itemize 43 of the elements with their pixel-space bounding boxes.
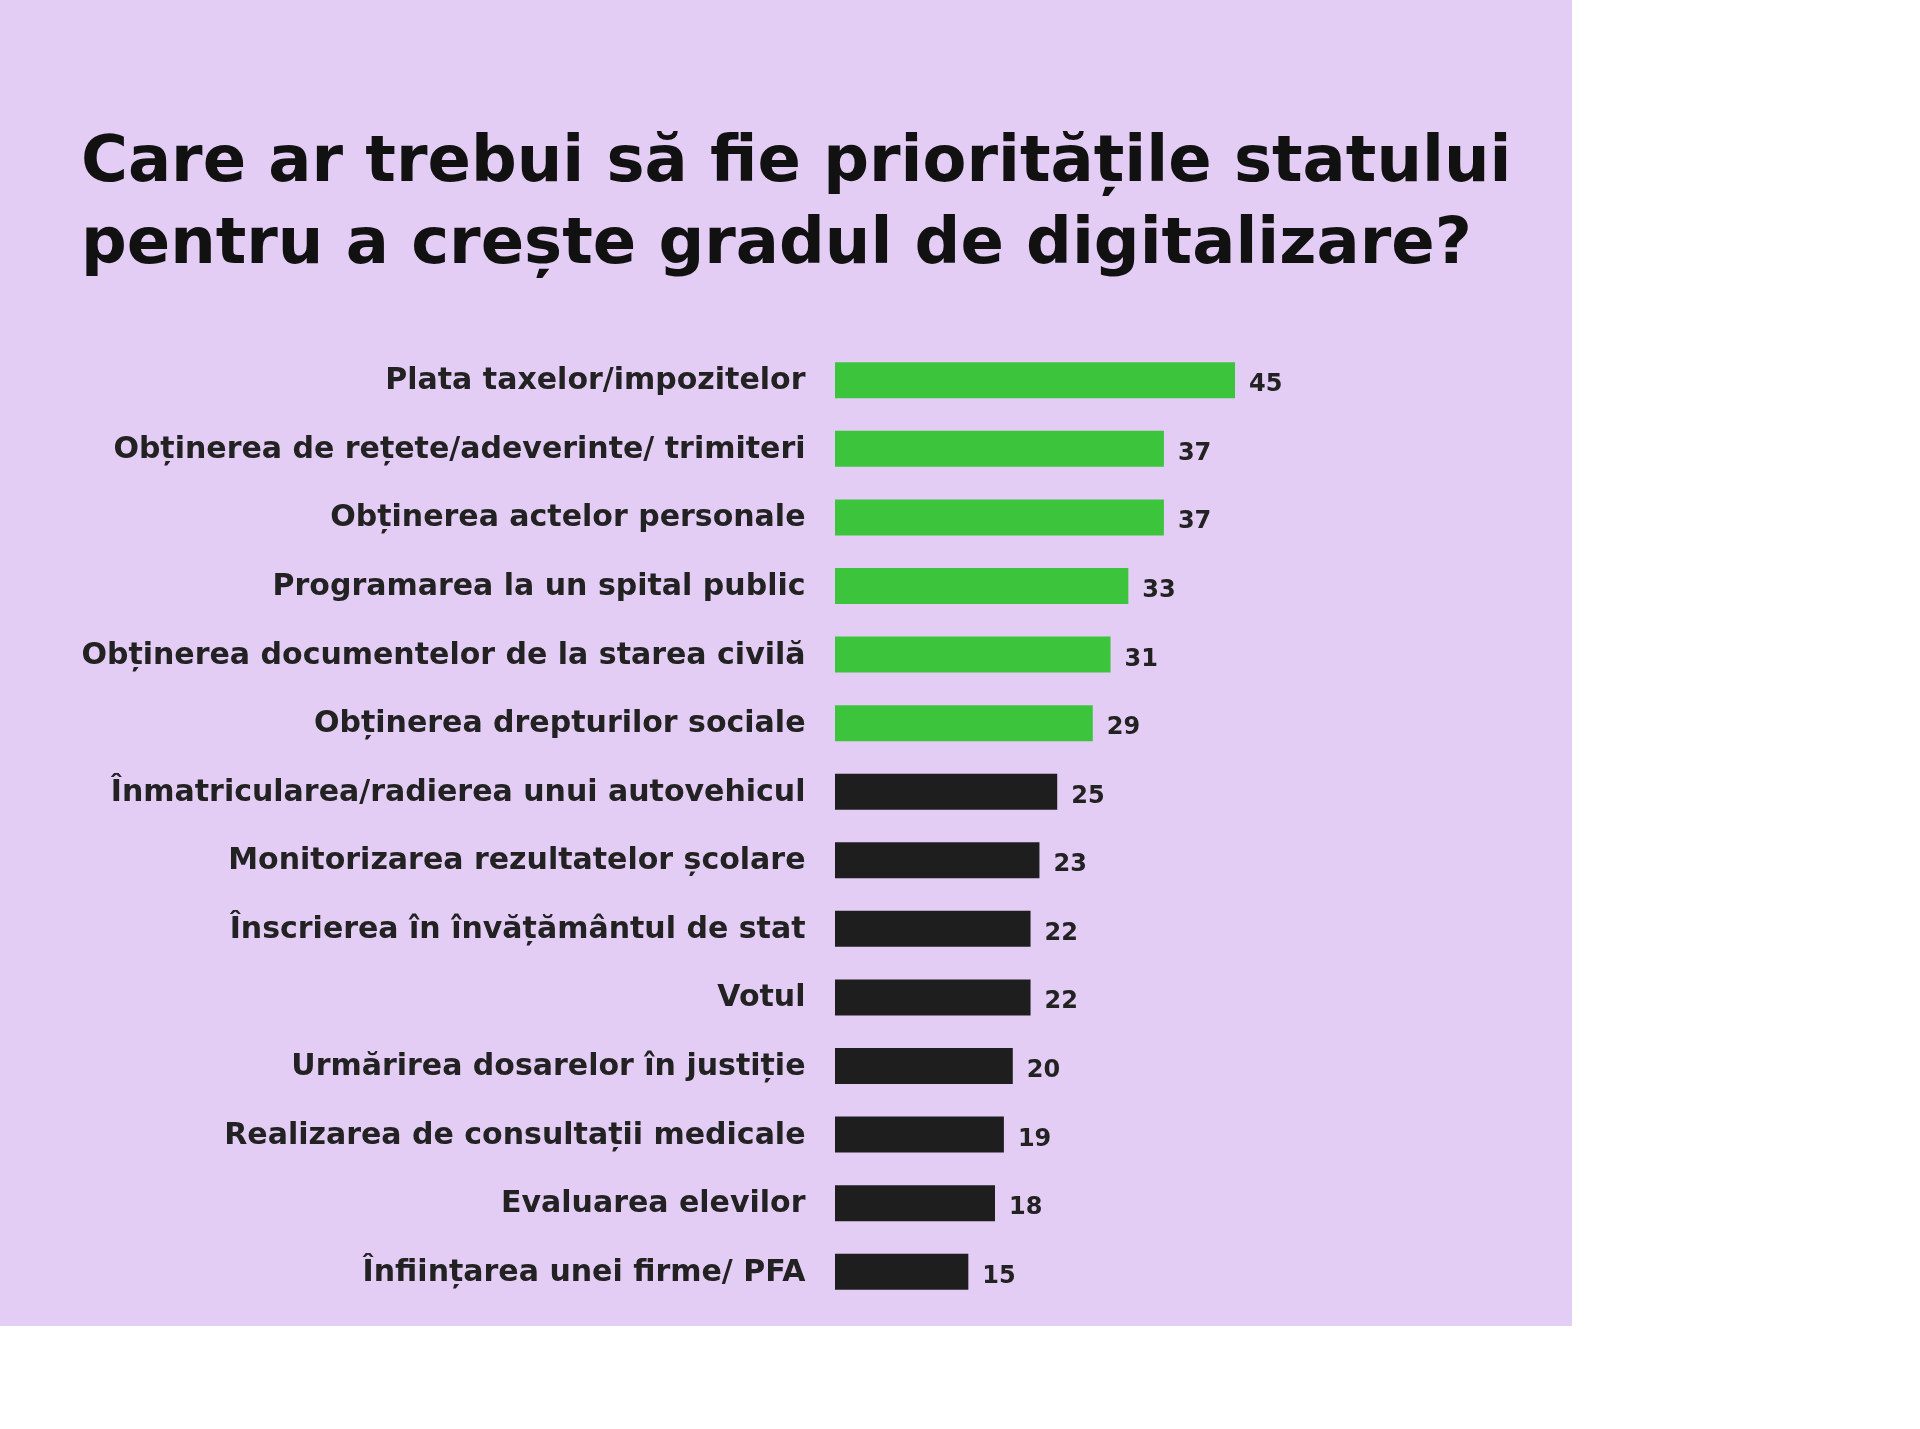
- bar: [835, 705, 1093, 742]
- bar: [835, 1253, 969, 1290]
- data-label: 45: [1249, 369, 1283, 398]
- y-tick-label: Votul: [717, 978, 806, 1014]
- y-tick-label: Obținerea documentelor de la starea civilă: [81, 635, 806, 672]
- bar: [835, 773, 1058, 810]
- data-label: 23: [1053, 849, 1087, 878]
- data-label: 22: [1044, 986, 1078, 1015]
- bar: [835, 1116, 1004, 1153]
- data-label: 37: [1177, 437, 1212, 466]
- bar: [835, 1048, 1013, 1084]
- y-tick-label: Înscrierea în învățământul de stat: [229, 909, 806, 946]
- y-tick-label: Realizarea de consultații medicale: [224, 1115, 806, 1152]
- y-tick-label: Înființarea unei firme/ PFA: [362, 1252, 807, 1289]
- bar: [835, 568, 1129, 604]
- data-label: 29: [1106, 712, 1141, 741]
- bar: [835, 430, 1164, 467]
- y-tick-label: Obținerea de rețete/adeverinte/ trimiteri: [113, 429, 806, 466]
- data-label: 25: [1071, 780, 1105, 809]
- data-label: 19: [1017, 1123, 1052, 1152]
- data-label: 31: [1124, 643, 1158, 672]
- y-tick-label: Înmatricularea/radierea unui autovehicul: [110, 772, 806, 808]
- data-label: 22: [1044, 917, 1078, 946]
- data-label: 33: [1142, 575, 1176, 603]
- bar: [835, 1185, 995, 1222]
- bar: [835, 979, 1031, 1016]
- data-label: 20: [1026, 1055, 1061, 1083]
- y-tick-label: Plata taxelor/impozitelor: [385, 361, 806, 397]
- chart-title: Care ar trebui să fie prioritățile statului pentru a crește gradul de digitalizare?: [80, 122, 1512, 278]
- bar: [835, 842, 1040, 879]
- bar: [835, 636, 1111, 673]
- bar: [835, 910, 1031, 947]
- data-label: 18: [1009, 1192, 1043, 1221]
- bar: [835, 499, 1164, 536]
- bar: [835, 362, 1235, 399]
- data-label: 15: [982, 1260, 1016, 1289]
- y-tick-label: Obținerea drepturilor sociale: [313, 704, 806, 741]
- y-tick-label: Monitorizarea rezultatelor școlare: [228, 841, 806, 877]
- y-tick-label: Programarea la un spital public: [272, 567, 806, 602]
- y-tick-label: Obținerea actelor personale: [330, 498, 806, 535]
- y-tick-label: Evaluarea elevilor: [500, 1184, 806, 1220]
- y-tick-label: Urmărirea dosarelor în justiție: [291, 1047, 806, 1083]
- data-label: 37: [1177, 506, 1212, 535]
